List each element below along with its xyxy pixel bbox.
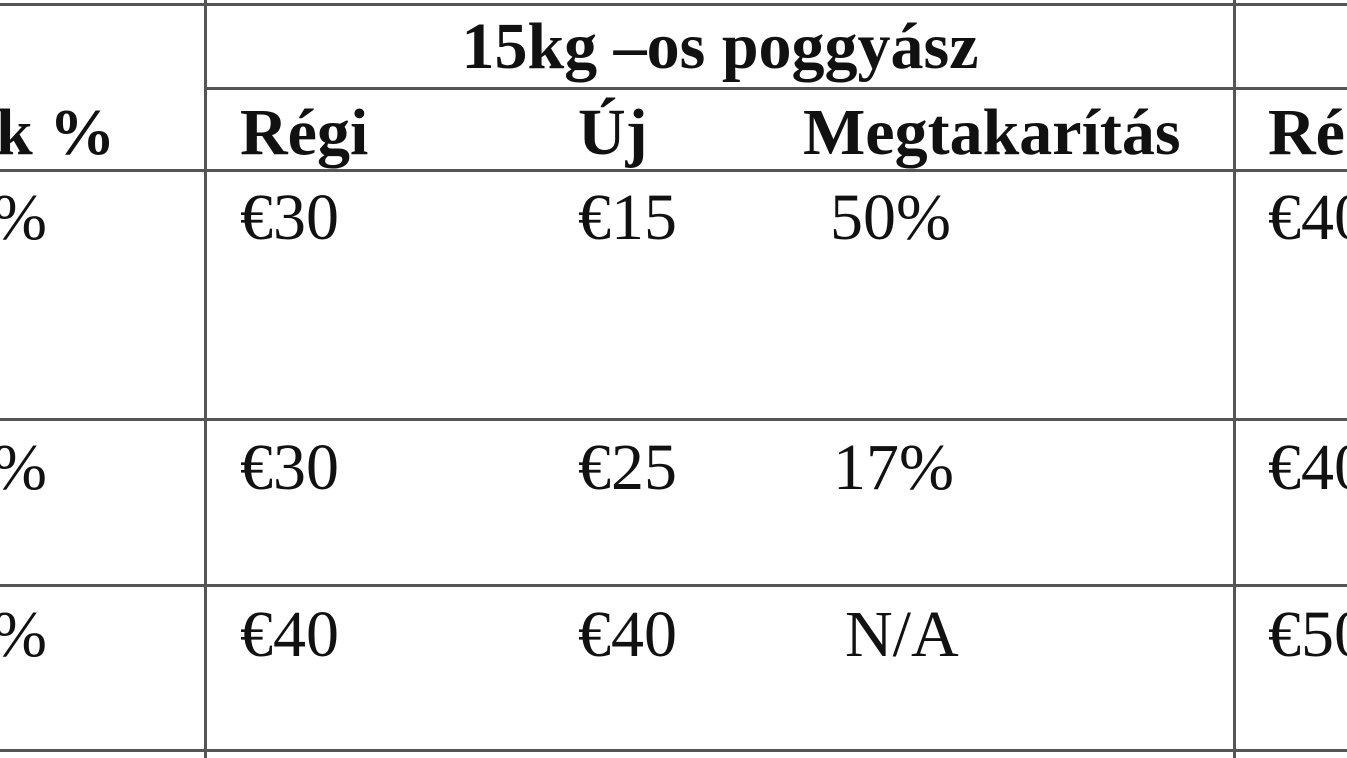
cell: 17% (833, 431, 954, 504)
cell: €40 (1268, 181, 1347, 254)
cell: % (0, 435, 47, 501)
rule (0, 3, 1347, 6)
cell: €50 (1268, 598, 1347, 671)
rule (1233, 0, 1236, 758)
rule (204, 0, 207, 758)
cell: €15 (578, 181, 677, 254)
rule (0, 418, 1347, 421)
cell: % (0, 602, 47, 668)
column-header: k % (0, 96, 116, 169)
group-header: 15kg –os poggyász (461, 10, 979, 83)
cell: % (0, 185, 47, 251)
rule (0, 584, 1347, 587)
cell: €30 (240, 181, 339, 254)
column-header: Ré (1268, 96, 1345, 169)
rule (205, 87, 1347, 90)
cell: N/A (845, 598, 959, 671)
cell: €30 (240, 431, 339, 504)
column-header: Megtakarítás (803, 96, 1181, 169)
cell: €40 (240, 598, 339, 671)
column-header: Régi (240, 96, 369, 169)
rule (0, 169, 1347, 172)
column-header: Új (578, 96, 648, 169)
cell: 50% (830, 181, 951, 254)
cell: €25 (578, 431, 677, 504)
cell: €40 (578, 598, 677, 671)
cell: €40 (1268, 431, 1347, 504)
rule (0, 749, 1347, 752)
